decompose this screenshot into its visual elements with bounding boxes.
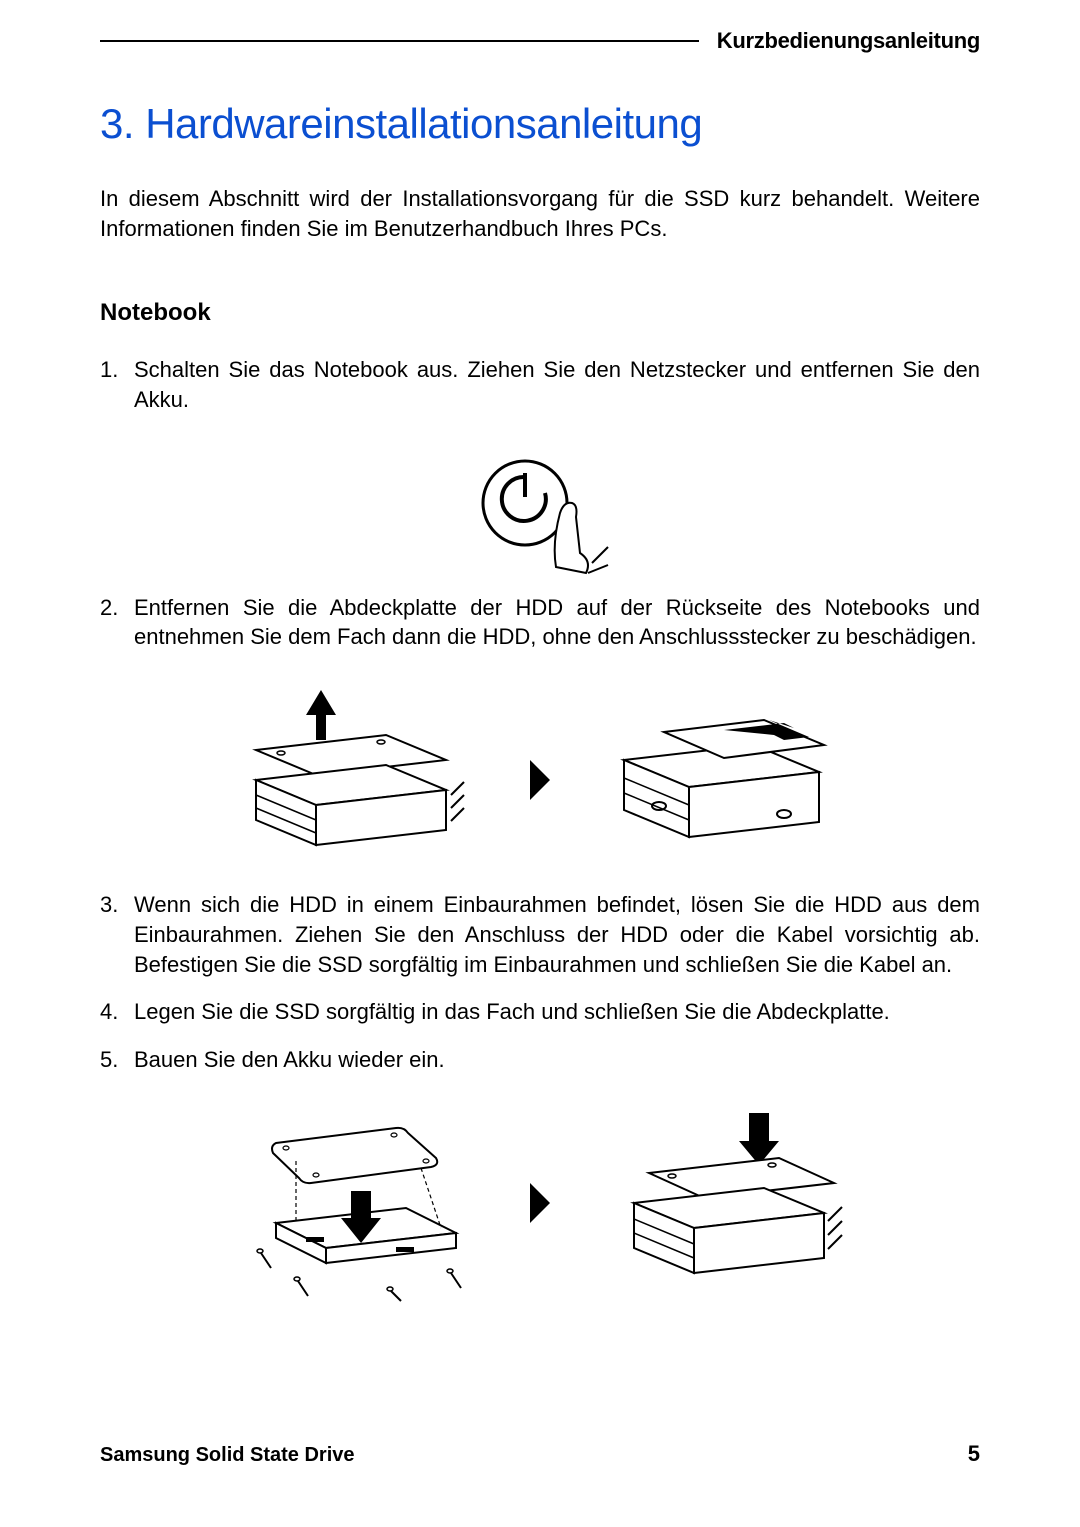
footer-page-number: 5 bbox=[968, 1441, 980, 1467]
page-content: 3. Hardwareinstallationsanleitung In die… bbox=[100, 100, 980, 1313]
step-2: Entfernen Sie die Abdeckplatte der HDD a… bbox=[100, 593, 980, 652]
step-arrow-icon bbox=[526, 760, 554, 800]
section-intro: In diesem Abschnitt wird der Installatio… bbox=[100, 184, 980, 243]
power-button-icon bbox=[460, 443, 620, 583]
steps-list-3: Wenn sich die HDD in einem Einbaurahmen … bbox=[100, 890, 980, 1074]
steps-list-2: Entfernen Sie die Abdeckplatte der HDD a… bbox=[100, 593, 980, 652]
step-1: Schalten Sie das Notebook aus. Ziehen Si… bbox=[100, 355, 980, 414]
step-4: Legen Sie die SSD sorgfältig in das Fach… bbox=[100, 997, 980, 1027]
ssd-bracket-icon bbox=[226, 1103, 486, 1303]
header-rule: Kurzbedienungsanleitung bbox=[100, 40, 980, 42]
close-cover-icon bbox=[594, 1103, 854, 1303]
footer-product: Samsung Solid State Drive bbox=[100, 1444, 355, 1467]
figure-install-ssd bbox=[100, 1093, 980, 1313]
subheading-notebook: Notebook bbox=[100, 299, 980, 327]
section-title: 3. Hardwareinstallationsanleitung bbox=[100, 100, 980, 148]
step-5: Bauen Sie den Akku wieder ein. bbox=[100, 1045, 980, 1075]
step-3: Wenn sich die HDD in einem Einbaurahmen … bbox=[100, 890, 980, 979]
steps-list: Schalten Sie das Notebook aus. Ziehen Si… bbox=[100, 355, 980, 414]
page-footer: Samsung Solid State Drive 5 bbox=[100, 1441, 980, 1467]
remove-cover-icon bbox=[226, 680, 486, 880]
slide-hdd-icon bbox=[594, 680, 854, 880]
figure-remove-hdd bbox=[100, 670, 980, 890]
page-header: Kurzbedienungsanleitung bbox=[0, 40, 1080, 42]
step-arrow-icon bbox=[526, 1183, 554, 1223]
figure-power-button bbox=[100, 433, 980, 593]
doc-type-label: Kurzbedienungsanleitung bbox=[699, 28, 980, 54]
